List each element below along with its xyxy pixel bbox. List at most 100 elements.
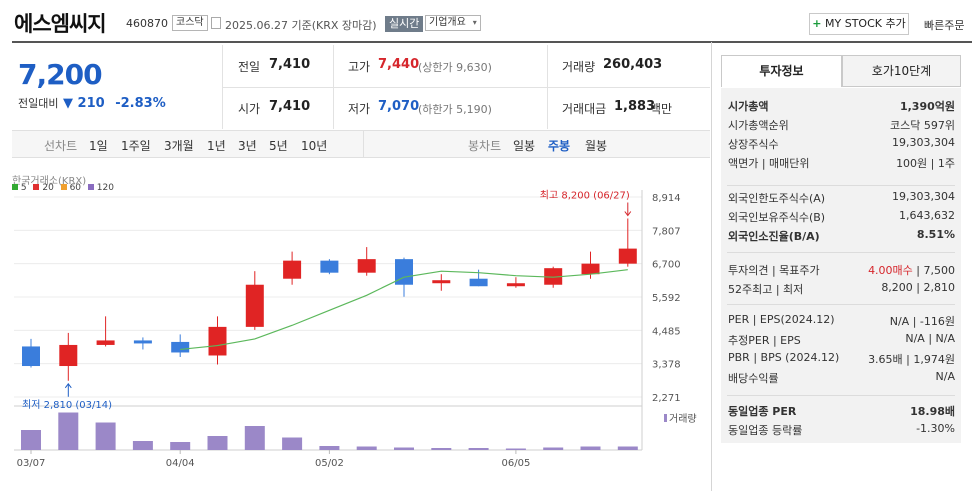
prev-close-label: 전일 (238, 60, 261, 74)
volume-bar (170, 442, 191, 450)
y-tick-label: 2,271 (652, 393, 681, 404)
mystock-add-label: MY STOCK 추가 (825, 17, 906, 30)
target-price: | 7,500 (916, 264, 955, 277)
info-value: 코스닥 597위 (890, 119, 955, 132)
info-label: 시가총액 (728, 100, 769, 113)
info-label: 배당수익률 (728, 372, 779, 385)
tab-1w[interactable]: 1주일 (121, 139, 151, 153)
y-tick-label: 5,592 (652, 293, 681, 304)
info-value: 19,303,304 (892, 136, 955, 149)
legend-swatch (87, 184, 94, 190)
volume-bar (132, 441, 153, 450)
volume-label: 거래량 (669, 413, 697, 425)
market-badge: 코스닥 (172, 15, 208, 31)
volume-bar (580, 446, 601, 450)
max-label: 최고 8,200 (06/27) (540, 189, 630, 201)
high-value: 7,440 (378, 57, 420, 72)
tab-invest-info[interactable]: 투자정보 (721, 55, 842, 87)
candle-body (245, 284, 264, 327)
industry-per-label[interactable]: 동일업종 PER (728, 405, 797, 418)
volume-label: 거래량 (562, 60, 596, 74)
tab-3m[interactable]: 3개월 (164, 139, 194, 153)
tab-daily[interactable]: 일봉 (513, 139, 536, 153)
open-value: 7,410 (269, 99, 311, 114)
invest-info-panel (721, 88, 961, 443)
info-label: PBR | BPS (2024.12) (728, 351, 840, 364)
lower-limit: (하한가 5,190) (418, 103, 492, 116)
industry-rate-label[interactable]: 동일업종 등락률 (728, 424, 803, 437)
candle-body (581, 263, 600, 275)
ma5-line (180, 269, 628, 351)
chevron-down-icon: ▾ (472, 18, 477, 27)
volume-bar (505, 448, 526, 450)
tab-1y[interactable]: 1년 (207, 139, 226, 153)
quick-order-link[interactable]: 빠른주문 (924, 19, 965, 32)
tab-5y[interactable]: 5년 (269, 139, 288, 153)
diff-rate: -2.83% (115, 96, 166, 111)
legend-swatch (12, 184, 18, 190)
tab-1d[interactable]: 1일 (89, 139, 108, 153)
calendar-icon (211, 17, 221, 29)
plus-icon: + (812, 17, 822, 30)
mystock-add-button[interactable]: + MY STOCK 추가 (809, 13, 909, 35)
amount-label: 거래대금 (562, 102, 607, 116)
tab-3y[interactable]: 3년 (238, 139, 257, 153)
info-value: 8.51% (916, 228, 955, 241)
prev-close-value: 7,410 (269, 57, 311, 72)
week52-value: 8,200 | 2,810 (881, 281, 955, 294)
high-label: 고가 (348, 60, 371, 74)
tab-weekly[interactable]: 주봉 (548, 139, 571, 153)
down-arrow-icon: ▼ (63, 96, 74, 111)
info-value: 1,643,632 (899, 209, 955, 222)
candle-body (283, 260, 302, 279)
info-label: PER | EPS(2024.12) (728, 313, 835, 326)
candle-body (469, 278, 488, 287)
tab-order-book[interactable]: 호가10단계 (842, 55, 961, 87)
volume-value: 260,403 (603, 57, 663, 72)
info-value: N/A | -116원 (889, 315, 955, 328)
info-value: N/A | N/A (905, 332, 955, 345)
info-label: 외국인한도주식수(A) (728, 192, 826, 205)
company-overview-label: 기업개요 (429, 17, 466, 28)
volume-bar (282, 437, 303, 450)
y-tick-label: 7,807 (652, 226, 681, 237)
company-overview-dropdown[interactable]: 기업개요 ▾ (425, 15, 481, 31)
legend-ma5: 5 (20, 183, 27, 193)
realtime-badge[interactable]: 실시간 (385, 16, 424, 32)
candle-body (59, 344, 78, 367)
amount-unit: 백만 (650, 102, 673, 116)
legend-ma120: 120 (96, 183, 114, 193)
info-value: 1,390억원 (899, 100, 955, 113)
candle-body (506, 283, 525, 287)
invest-opinion: 4.00매수 (868, 264, 913, 277)
max-arrow-head (624, 211, 632, 217)
low-value: 7,070 (378, 99, 420, 114)
candle-body (133, 340, 152, 344)
invest-opinion-label: 투자의견 | 목표주가 (728, 264, 820, 277)
volume-bar (244, 426, 265, 450)
week52-label: 52주최고 | 최저 (728, 283, 804, 296)
chart-tabbar (12, 130, 710, 158)
stock-name: 에스엠씨지 (14, 12, 107, 36)
diff-value: 210 (77, 96, 105, 111)
price-chart[interactable]: 8,914 7,807 6,700 5,592 4,485 3,378 2,271 03/07… (0, 0, 712, 491)
tab-monthly[interactable]: 월봉 (585, 139, 608, 153)
candle-body (544, 268, 563, 285)
invest-opinion-value: 4.00매수 | 7,500 (845, 262, 955, 278)
divider (727, 395, 955, 396)
divider (727, 252, 955, 253)
x-tick-label: 05/02 (315, 458, 344, 469)
x-tick-label: 06/05 (501, 458, 530, 469)
candle-body (96, 340, 115, 345)
tab-10y[interactable]: 10년 (301, 139, 328, 153)
info-label: 추정PER | EPS (728, 334, 801, 347)
date-info: 2025.06.27 기준(KRX 장마감) (225, 19, 377, 32)
info-value: 100원 | 1주 (896, 157, 955, 170)
y-tick-label: 3,378 (652, 360, 681, 371)
candle-body (208, 326, 227, 356)
legend-swatch (60, 184, 67, 190)
y-tick-label: 4,485 (652, 326, 681, 337)
industry-rate-value: -1.30% (916, 422, 955, 435)
divider (711, 42, 712, 491)
info-label: 상장주식수 (728, 138, 779, 151)
